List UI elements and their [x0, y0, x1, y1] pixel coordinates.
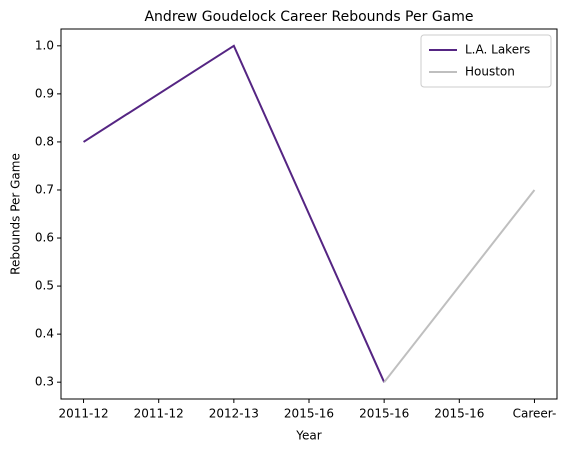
x-axis-label: Year [295, 429, 321, 443]
legend-label: Houston [465, 65, 515, 79]
y-axis-label: Rebounds Per Game [9, 153, 23, 275]
x-tick-label: 2015-16 [284, 407, 334, 421]
y-tick-label: 1.0 [35, 38, 54, 52]
x-tick-label: 2011-12 [58, 407, 108, 421]
x-tick-label: 2015-16 [359, 407, 409, 421]
line [83, 44, 386, 383]
axes-frame [60, 28, 558, 400]
y-tick-label: 0.8 [35, 134, 54, 148]
y-tick-label: 0.7 [35, 182, 54, 196]
x-tick-label: 2012-13 [209, 407, 259, 421]
y-tick-label: 0.9 [35, 86, 54, 100]
x-tick-label: 2011-12 [134, 407, 184, 421]
legend-label: L.A. Lakers [465, 43, 530, 57]
line [383, 189, 536, 383]
y-tick-label: 0.4 [35, 327, 54, 341]
y-tick-label: 0.3 [35, 375, 54, 389]
y-tick-label: 0.6 [35, 231, 54, 245]
x-tick-label: Career- [513, 407, 557, 421]
chart-title: Andrew Goudelock Career Rebounds Per Gam… [144, 9, 473, 25]
legend [420, 34, 552, 88]
x-tick-label: 2015-16 [434, 407, 484, 421]
y-tick-label: 0.5 [35, 279, 54, 293]
